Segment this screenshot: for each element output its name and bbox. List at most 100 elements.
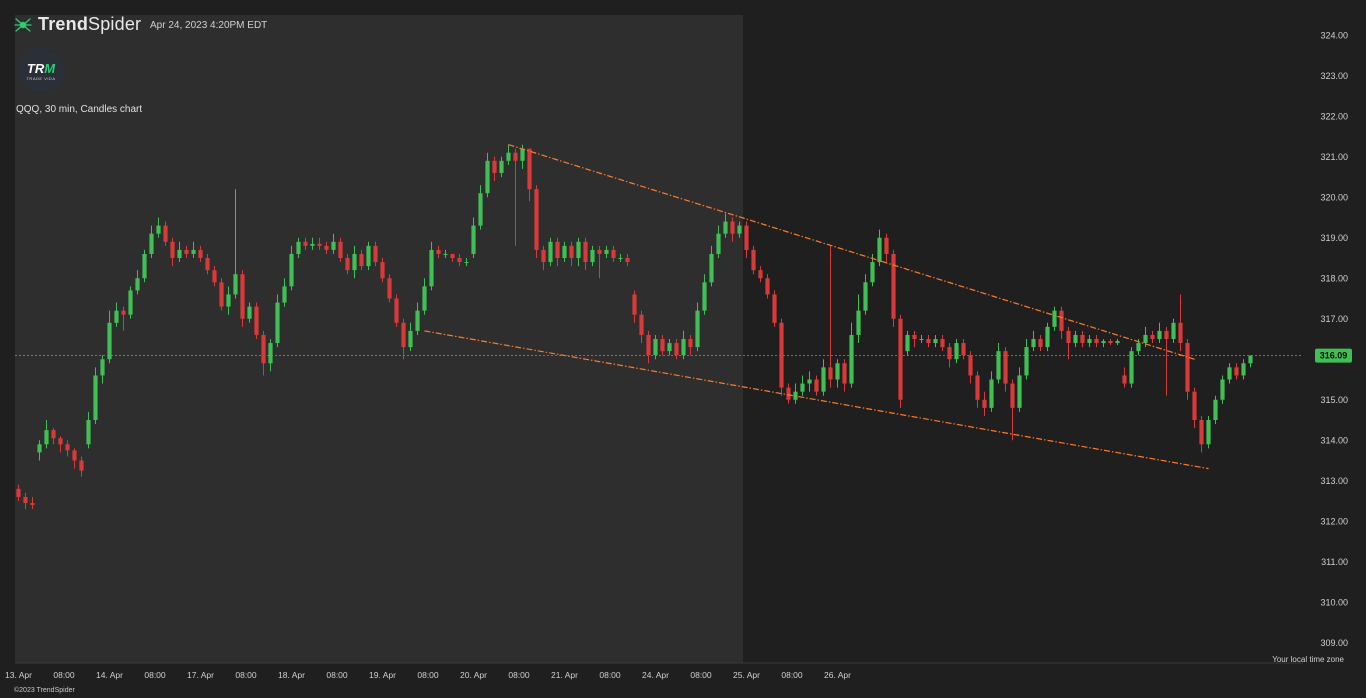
candle-body — [576, 241, 581, 258]
candle-body — [688, 339, 693, 348]
candle — [639, 310, 644, 344]
candle — [590, 245, 595, 267]
candle-body — [170, 241, 175, 258]
candle — [492, 156, 497, 182]
candle — [1031, 330, 1036, 352]
candle-body — [751, 249, 756, 271]
candle — [429, 241, 434, 291]
trendlines-group — [424, 144, 1209, 470]
candle — [401, 318, 406, 360]
candle-body — [758, 270, 763, 279]
y-tick-label: 317.00 — [1320, 314, 1348, 324]
candle-body — [527, 148, 532, 190]
trade-vida-logo: TRM TRADE VIDA — [18, 48, 64, 94]
candle-body — [835, 363, 840, 380]
trendline-upper[interactable] — [508, 144, 1195, 360]
candle — [1164, 326, 1169, 396]
candle — [835, 359, 840, 388]
candle-body — [1038, 339, 1043, 348]
candle-body — [359, 253, 364, 267]
candle-body — [254, 306, 259, 335]
candle-body — [891, 253, 896, 319]
candle-body — [492, 160, 497, 173]
candle-body — [639, 314, 644, 335]
x-tick-label: 21. Apr — [551, 670, 578, 680]
candle — [772, 290, 777, 327]
candle — [660, 334, 665, 356]
candle-body — [709, 253, 714, 283]
candle-body — [961, 343, 966, 356]
candle-body — [373, 245, 378, 263]
candle-body — [1185, 343, 1190, 392]
candle-body — [1108, 341, 1113, 344]
candle — [289, 245, 294, 291]
candle-body — [1017, 375, 1022, 408]
candle — [1227, 363, 1232, 384]
candle — [989, 371, 994, 412]
candle — [1122, 367, 1127, 388]
candle — [359, 249, 364, 271]
x-tick-label: 08:00 — [326, 670, 348, 680]
y-tick-label: 314.00 — [1320, 435, 1348, 445]
session-band — [106, 15, 197, 663]
candle-body — [765, 278, 770, 295]
candle — [443, 249, 448, 258]
candle — [555, 237, 560, 267]
candle — [261, 330, 266, 376]
candle-body — [1157, 330, 1162, 339]
timezone-label[interactable]: Your local time zone — [1272, 655, 1344, 664]
brand: TrendSpider — [14, 14, 141, 35]
candle-body — [79, 460, 84, 471]
candle — [506, 144, 511, 165]
candle — [226, 286, 231, 315]
candle-body — [695, 310, 700, 348]
candle — [905, 330, 910, 356]
candle — [793, 383, 798, 404]
candle-body — [1220, 379, 1225, 400]
candle — [44, 420, 49, 449]
candle — [247, 302, 252, 323]
candle-body — [1199, 420, 1204, 445]
candle — [611, 245, 616, 263]
candle-body — [65, 444, 70, 451]
candle — [219, 278, 224, 311]
candle-body — [1003, 351, 1008, 384]
candle-body — [72, 450, 77, 461]
candle — [597, 245, 602, 279]
x-tick-label: 24. Apr — [642, 670, 669, 680]
brand-name: TrendSpider — [38, 14, 141, 35]
candle — [576, 237, 581, 267]
candle-body — [513, 152, 518, 161]
candle-body — [660, 339, 665, 352]
candle-body — [723, 221, 728, 234]
candle — [268, 339, 273, 372]
candle-body — [310, 243, 315, 246]
candle — [898, 314, 903, 408]
candle-body — [135, 278, 140, 291]
candle — [604, 245, 609, 258]
candle-body — [268, 343, 273, 364]
candle-body — [940, 339, 945, 348]
candle-body — [191, 249, 196, 254]
candle — [674, 339, 679, 360]
session-band — [470, 15, 561, 663]
candle-body — [1171, 322, 1176, 339]
candle-body — [681, 339, 686, 356]
candle — [352, 245, 357, 279]
candle — [303, 237, 308, 250]
candle-body — [408, 330, 413, 348]
candle — [72, 448, 77, 469]
candle-body — [450, 253, 455, 258]
x-tick-label: 14. Apr — [96, 670, 123, 680]
candle — [205, 253, 210, 275]
candle-body — [261, 334, 266, 364]
y-tick-label: 319.00 — [1320, 233, 1348, 243]
candle — [1094, 334, 1099, 348]
candle-body — [296, 241, 301, 254]
candle — [373, 241, 378, 267]
candle-body — [380, 262, 385, 279]
candle-body — [401, 322, 406, 348]
candle-body — [436, 249, 441, 254]
candle — [1206, 415, 1211, 449]
candle-body — [611, 249, 616, 258]
